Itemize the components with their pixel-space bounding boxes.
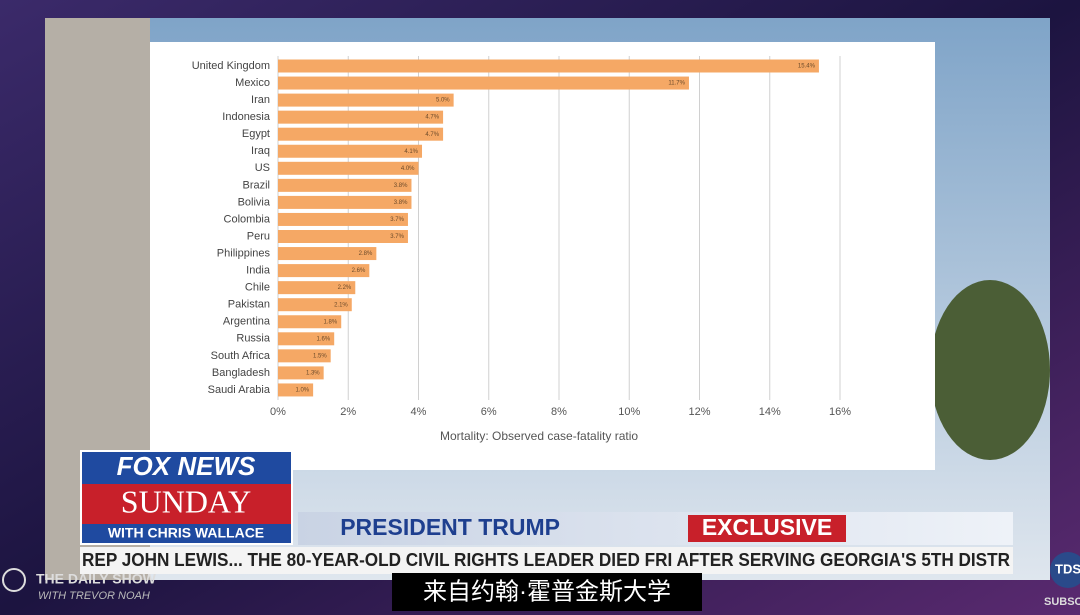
value-label: 3.8% bbox=[394, 183, 408, 189]
bar bbox=[278, 366, 324, 380]
bar bbox=[278, 127, 444, 141]
watermark: THE DAILY SHOW bbox=[36, 571, 157, 587]
y-tick-label: Egypt bbox=[242, 128, 270, 140]
bar bbox=[278, 93, 454, 107]
bar bbox=[278, 110, 444, 124]
bar bbox=[278, 76, 689, 90]
tree bbox=[930, 280, 1050, 460]
bar bbox=[278, 247, 377, 261]
value-label: 4.1% bbox=[404, 149, 418, 155]
y-tick-label: United Kingdom bbox=[192, 60, 270, 72]
y-tick-label: Iraq bbox=[251, 145, 270, 157]
x-tick-label: 10% bbox=[618, 406, 640, 418]
x-tick-label: 6% bbox=[481, 406, 497, 418]
bar bbox=[278, 212, 408, 226]
ticker-text: REP JOHN LEWIS... THE 80-YEAR-OLD CIVIL … bbox=[82, 550, 1010, 570]
y-tick-label: Indonesia bbox=[222, 111, 271, 123]
ticker-bar bbox=[80, 547, 1013, 574]
x-tick-label: 0% bbox=[270, 406, 286, 418]
logo-mid bbox=[82, 484, 291, 524]
show-name: SUNDAY bbox=[121, 483, 251, 519]
banner-tag: EXCLUSIVE bbox=[702, 514, 832, 540]
value-label: 3.7% bbox=[390, 234, 404, 240]
value-label: 4.7% bbox=[425, 115, 439, 121]
bar bbox=[278, 161, 419, 175]
subtitle-box bbox=[392, 573, 702, 611]
y-tick-label: Iran bbox=[251, 94, 270, 106]
x-tick-label: 8% bbox=[551, 406, 567, 418]
x-tick-label: 4% bbox=[411, 406, 427, 418]
banner-text: PRESIDENT TRUMP bbox=[340, 514, 560, 540]
banner-tag-box bbox=[688, 515, 846, 542]
y-tick-label: South Africa bbox=[211, 350, 271, 362]
host-name: WITH CHRIS WALLACE bbox=[108, 525, 264, 541]
x-tick-label: 14% bbox=[759, 406, 781, 418]
value-label: 1.3% bbox=[306, 370, 320, 376]
corner-badge bbox=[1050, 552, 1080, 588]
y-tick-label: Bangladesh bbox=[212, 367, 270, 379]
logo-top bbox=[82, 452, 291, 484]
bar bbox=[278, 144, 423, 158]
y-tick-label: US bbox=[255, 162, 270, 174]
bar bbox=[278, 178, 412, 192]
value-label: 1.6% bbox=[317, 336, 331, 342]
x-tick-label: 12% bbox=[688, 406, 710, 418]
value-label: 4.0% bbox=[401, 166, 415, 172]
y-tick-label: Saudi Arabia bbox=[208, 384, 271, 396]
bar bbox=[278, 281, 356, 295]
subtitle: 来自约翰·霍普金斯大学 bbox=[423, 578, 671, 605]
logo-bottom bbox=[82, 524, 291, 543]
bar bbox=[278, 59, 819, 73]
y-tick-label: India bbox=[246, 265, 271, 277]
bar bbox=[278, 383, 314, 397]
y-tick-label: Chile bbox=[245, 282, 270, 294]
network-name: FOX NEWS bbox=[117, 451, 256, 481]
value-label: 3.7% bbox=[390, 217, 404, 223]
bar bbox=[278, 298, 352, 312]
x-tick-label: 16% bbox=[829, 406, 851, 418]
corner-label: TDS bbox=[1055, 561, 1080, 576]
value-label: 2.6% bbox=[352, 268, 366, 274]
corner-sub: SUBSCR bbox=[1044, 596, 1080, 608]
value-label: 5.0% bbox=[436, 98, 450, 104]
value-label: 1.5% bbox=[313, 353, 327, 359]
y-tick-label: Bolivia bbox=[238, 196, 271, 208]
bar bbox=[278, 332, 335, 346]
y-tick-label: Pakistan bbox=[228, 299, 270, 311]
chart: 0% 2% 4% 6% 8% 10% 12% 14% 16% United Kingdom 15.4… bbox=[192, 56, 851, 418]
value-label: 2.8% bbox=[359, 251, 373, 257]
y-tick-label: Philippines bbox=[217, 247, 271, 259]
x-axis-title: Mortality: Observed case-fatality ratio bbox=[440, 429, 638, 443]
bar bbox=[278, 230, 408, 243]
y-tick-label: Argentina bbox=[223, 316, 271, 328]
watermark-icon bbox=[2, 568, 26, 592]
y-tick-label: Peru bbox=[247, 230, 270, 242]
banner bbox=[298, 512, 1013, 545]
value-label: 2.2% bbox=[338, 285, 352, 291]
y-tick-label: Colombia bbox=[224, 213, 271, 225]
value-label: 2.1% bbox=[334, 302, 348, 308]
x-tick-label: 2% bbox=[340, 406, 356, 418]
bar bbox=[278, 195, 412, 209]
y-tick-label: Mexico bbox=[235, 77, 270, 89]
bar bbox=[278, 264, 370, 278]
y-tick-label: Russia bbox=[236, 333, 271, 345]
value-label: 3.8% bbox=[394, 200, 408, 206]
bar bbox=[278, 349, 331, 363]
watermark-sub: WITH TREVOR NOAH bbox=[38, 590, 150, 602]
value-label: 4.7% bbox=[425, 132, 439, 138]
value-label: 11.7% bbox=[668, 81, 685, 87]
value-label: 15.4% bbox=[798, 64, 816, 70]
value-label: 1.0% bbox=[295, 388, 309, 394]
y-tick-label: Brazil bbox=[242, 179, 270, 191]
bar bbox=[278, 315, 342, 329]
value-label: 1.8% bbox=[324, 319, 338, 325]
